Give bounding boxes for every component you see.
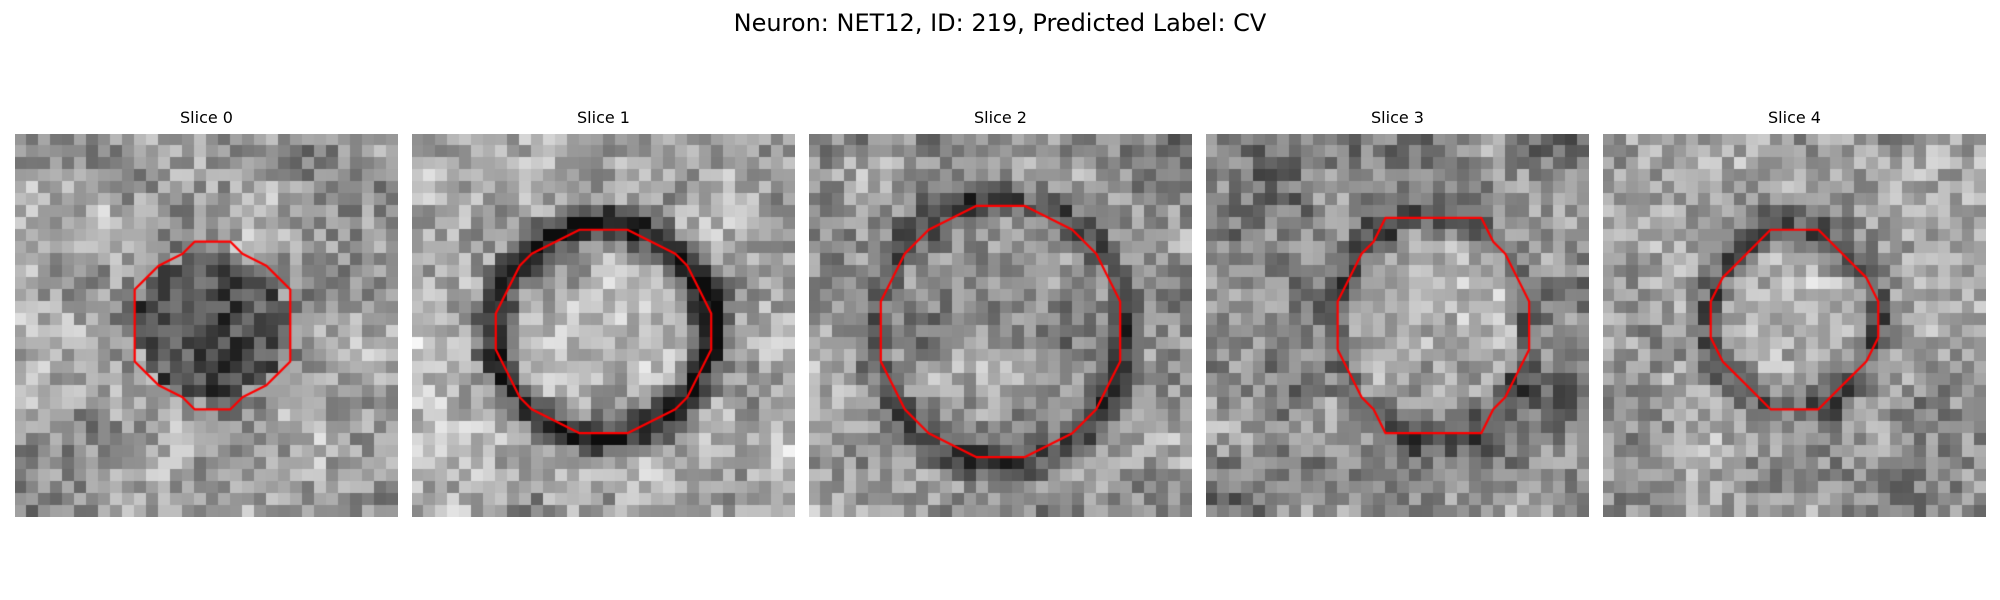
slice-image-2 [809,134,1192,517]
slice-panel-0: Slice 0 [15,108,398,517]
slice-title-0: Slice 0 [180,108,233,127]
slice-title-3: Slice 3 [1371,108,1424,127]
figure-title: Neuron: NET12, ID: 219, Predicted Label:… [733,9,1267,37]
slice-panel-4: Slice 4 [1603,108,1986,517]
slice-image-0 [15,134,398,517]
slice-panel-1: Slice 1 [412,108,795,517]
slice-title-4: Slice 4 [1768,108,1821,127]
slice-title-1: Slice 1 [577,108,630,127]
slice-panel-2: Slice 2 [809,108,1192,517]
slice-title-2: Slice 2 [974,108,1027,127]
slice-image-4 [1603,134,1986,517]
slice-panel-3: Slice 3 [1206,108,1589,517]
slice-image-3 [1206,134,1589,517]
slice-image-1 [412,134,795,517]
